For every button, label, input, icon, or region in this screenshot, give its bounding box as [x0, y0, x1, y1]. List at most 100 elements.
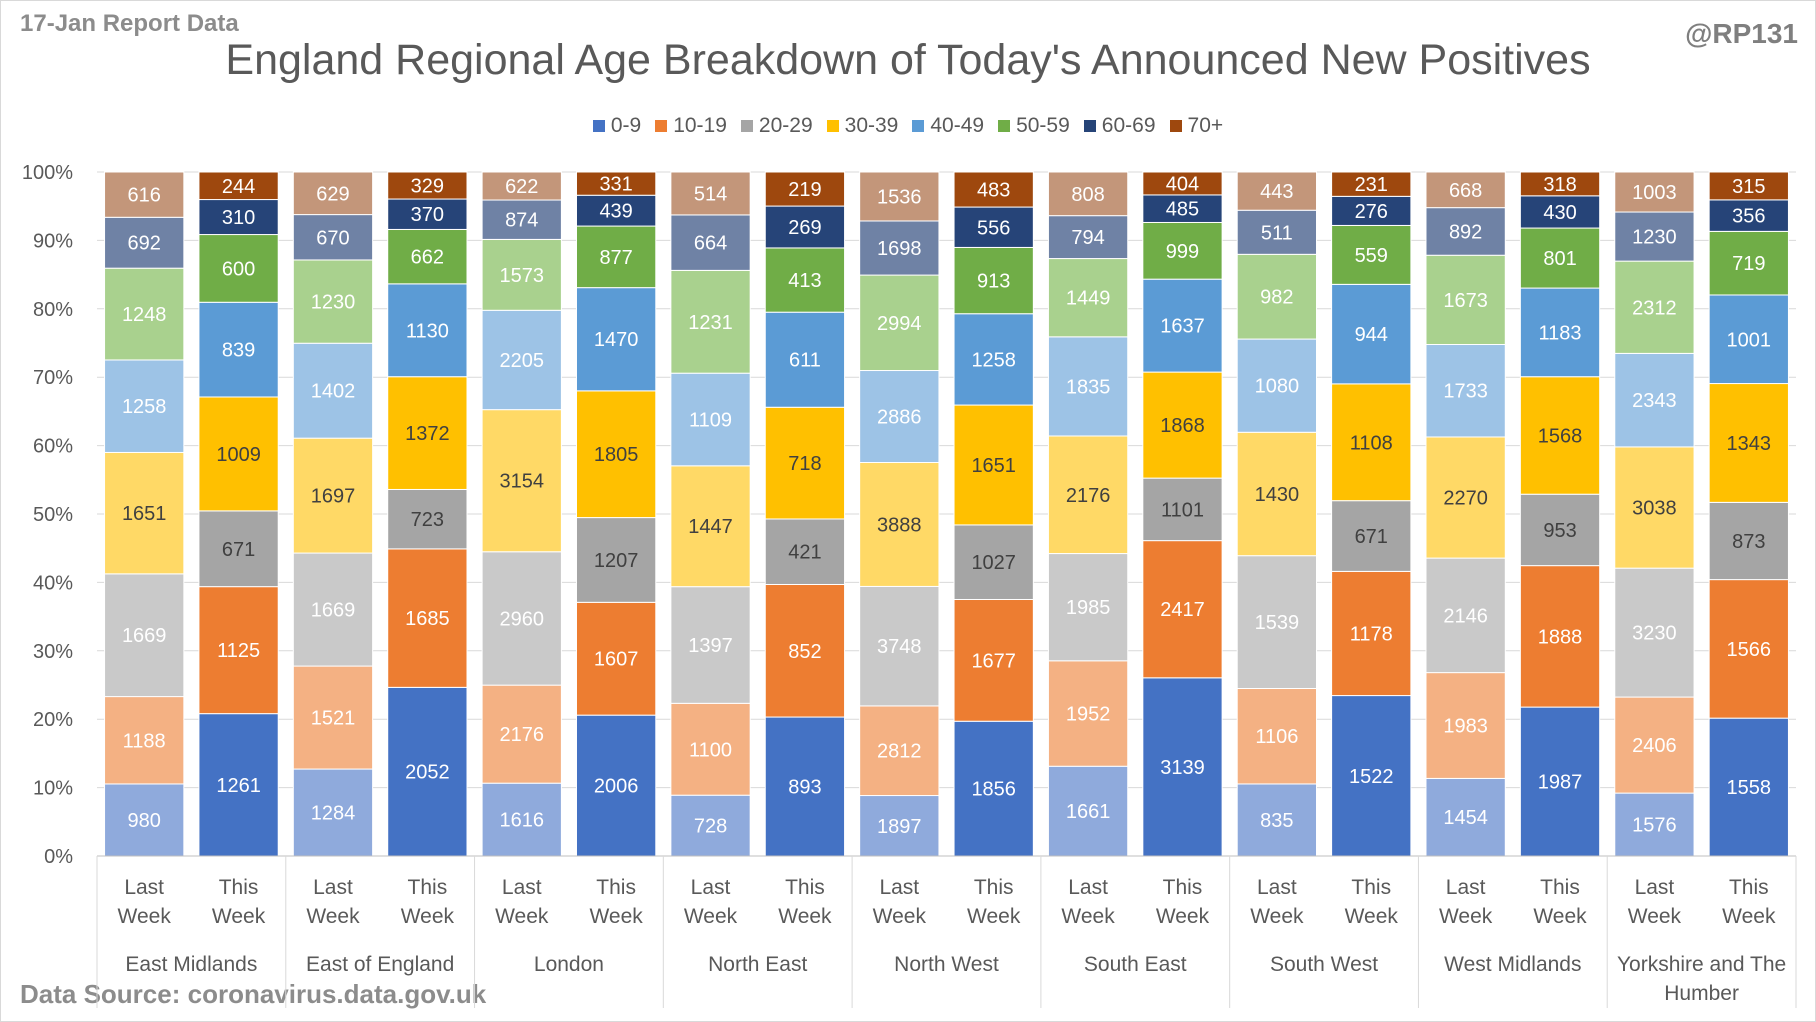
bar-segment — [575, 287, 657, 392]
bar-segment — [1519, 376, 1601, 495]
data-label: 913 — [977, 271, 1010, 293]
period-label: Week — [1722, 905, 1776, 928]
report-date-label: 17-Jan Report Data — [20, 10, 239, 37]
data-label: 231 — [1355, 174, 1388, 196]
period-label: This — [1163, 876, 1203, 899]
data-label: 893 — [788, 777, 821, 799]
bar-segment — [1708, 199, 1789, 232]
bar-segment — [953, 171, 1034, 208]
legend-item: 30-39 — [826, 114, 898, 138]
data-label: 877 — [599, 247, 632, 269]
y-tick-label: 0% — [44, 846, 73, 868]
bar-segment — [292, 437, 374, 554]
period-label: This — [785, 876, 825, 899]
data-label: 671 — [1355, 526, 1388, 548]
bar-segment — [1614, 567, 1695, 698]
bar-segment — [1142, 171, 1223, 196]
region-label: South East — [1084, 953, 1187, 976]
data-label: 1284 — [311, 803, 356, 825]
bar-segment — [198, 171, 279, 201]
data-label: 953 — [1543, 520, 1576, 542]
data-label: 1616 — [500, 810, 545, 832]
bar-segment — [1708, 717, 1789, 857]
data-label: 892 — [1449, 221, 1482, 243]
bar-segment — [481, 309, 562, 411]
data-label: 2176 — [1066, 485, 1111, 507]
data-label: 1576 — [1632, 815, 1677, 837]
y-tick-label: 30% — [33, 641, 73, 663]
bar-segment — [387, 376, 468, 490]
data-label: 1888 — [1538, 626, 1583, 648]
bar-segment — [764, 583, 846, 718]
bar-segment — [1425, 254, 1506, 346]
period-label: Week — [684, 905, 738, 928]
bar-segment — [198, 396, 279, 512]
bar-segment — [1425, 436, 1506, 559]
data-label: 723 — [411, 509, 444, 531]
data-label: 668 — [1449, 180, 1482, 202]
data-label: 1183 — [1539, 322, 1582, 344]
bar-segment — [859, 370, 940, 464]
data-label: 1231 — [688, 312, 733, 334]
data-label: 1230 — [311, 292, 356, 314]
data-label: 3139 — [1160, 757, 1205, 779]
data-label: 3154 — [500, 471, 545, 493]
data-label: 852 — [788, 641, 821, 663]
legend-label: 0-9 — [610, 114, 642, 137]
period-label: Last — [313, 876, 353, 899]
period-label: This — [596, 876, 636, 899]
data-label: 514 — [694, 183, 727, 205]
data-label: 1697 — [311, 486, 356, 508]
data-label: 1677 — [971, 650, 1016, 672]
region-label: North West — [894, 953, 999, 976]
bar-segment — [575, 171, 657, 196]
legend-swatch — [1169, 120, 1182, 132]
bar-segment — [292, 768, 374, 857]
y-tick-label: 50% — [33, 504, 73, 526]
period-label: This — [1540, 876, 1580, 899]
data-label: 1100 — [689, 739, 732, 761]
period-label: This — [408, 876, 448, 899]
data-label: 1080 — [1255, 376, 1300, 398]
y-tick-label: 90% — [33, 230, 73, 252]
bar-segment — [1047, 336, 1129, 437]
bar-segment — [387, 488, 468, 550]
data-label: 982 — [1260, 287, 1293, 309]
period-label: Last — [502, 876, 542, 899]
bar-segment — [1142, 677, 1223, 857]
period-label: This — [219, 876, 259, 899]
bar-segment — [1519, 565, 1601, 708]
bar-segment — [104, 171, 185, 218]
bar-segment — [1708, 579, 1789, 719]
bar-segment — [1047, 258, 1129, 338]
bar-segment — [292, 214, 374, 261]
bar-segment — [1425, 171, 1506, 209]
data-label: 671 — [222, 539, 255, 561]
legend-swatch — [655, 120, 668, 132]
period-label: This — [974, 876, 1014, 899]
bar-segment — [481, 171, 562, 201]
data-label: 276 — [1355, 201, 1388, 223]
bar-segment — [1425, 777, 1506, 857]
data-label: 2146 — [1443, 605, 1488, 627]
y-tick-label: 60% — [33, 436, 73, 458]
bar-segment — [1047, 435, 1129, 555]
bar-segment — [1236, 209, 1318, 255]
period-label: Last — [1257, 876, 1297, 899]
data-label: 2006 — [594, 776, 639, 798]
data-label: 1258 — [971, 349, 1016, 371]
data-label: 719 — [1732, 253, 1765, 275]
bar-segment — [1142, 477, 1223, 542]
region-label: South West — [1270, 953, 1378, 976]
data-label: 1101 — [1161, 499, 1204, 521]
data-label: 1003 — [1632, 182, 1677, 204]
data-label: 600 — [222, 258, 255, 280]
data-label: 329 — [411, 176, 444, 198]
bar-segment — [1519, 706, 1601, 857]
data-label: 1835 — [1066, 376, 1111, 398]
legend-label: 50-59 — [1016, 114, 1070, 137]
data-label: 1009 — [216, 444, 261, 466]
legend-swatch — [1083, 120, 1096, 132]
chart-legend: 0-9 10-19 20-29 30-39 40-49 50-59 60-69 70+ — [0, 114, 1816, 138]
